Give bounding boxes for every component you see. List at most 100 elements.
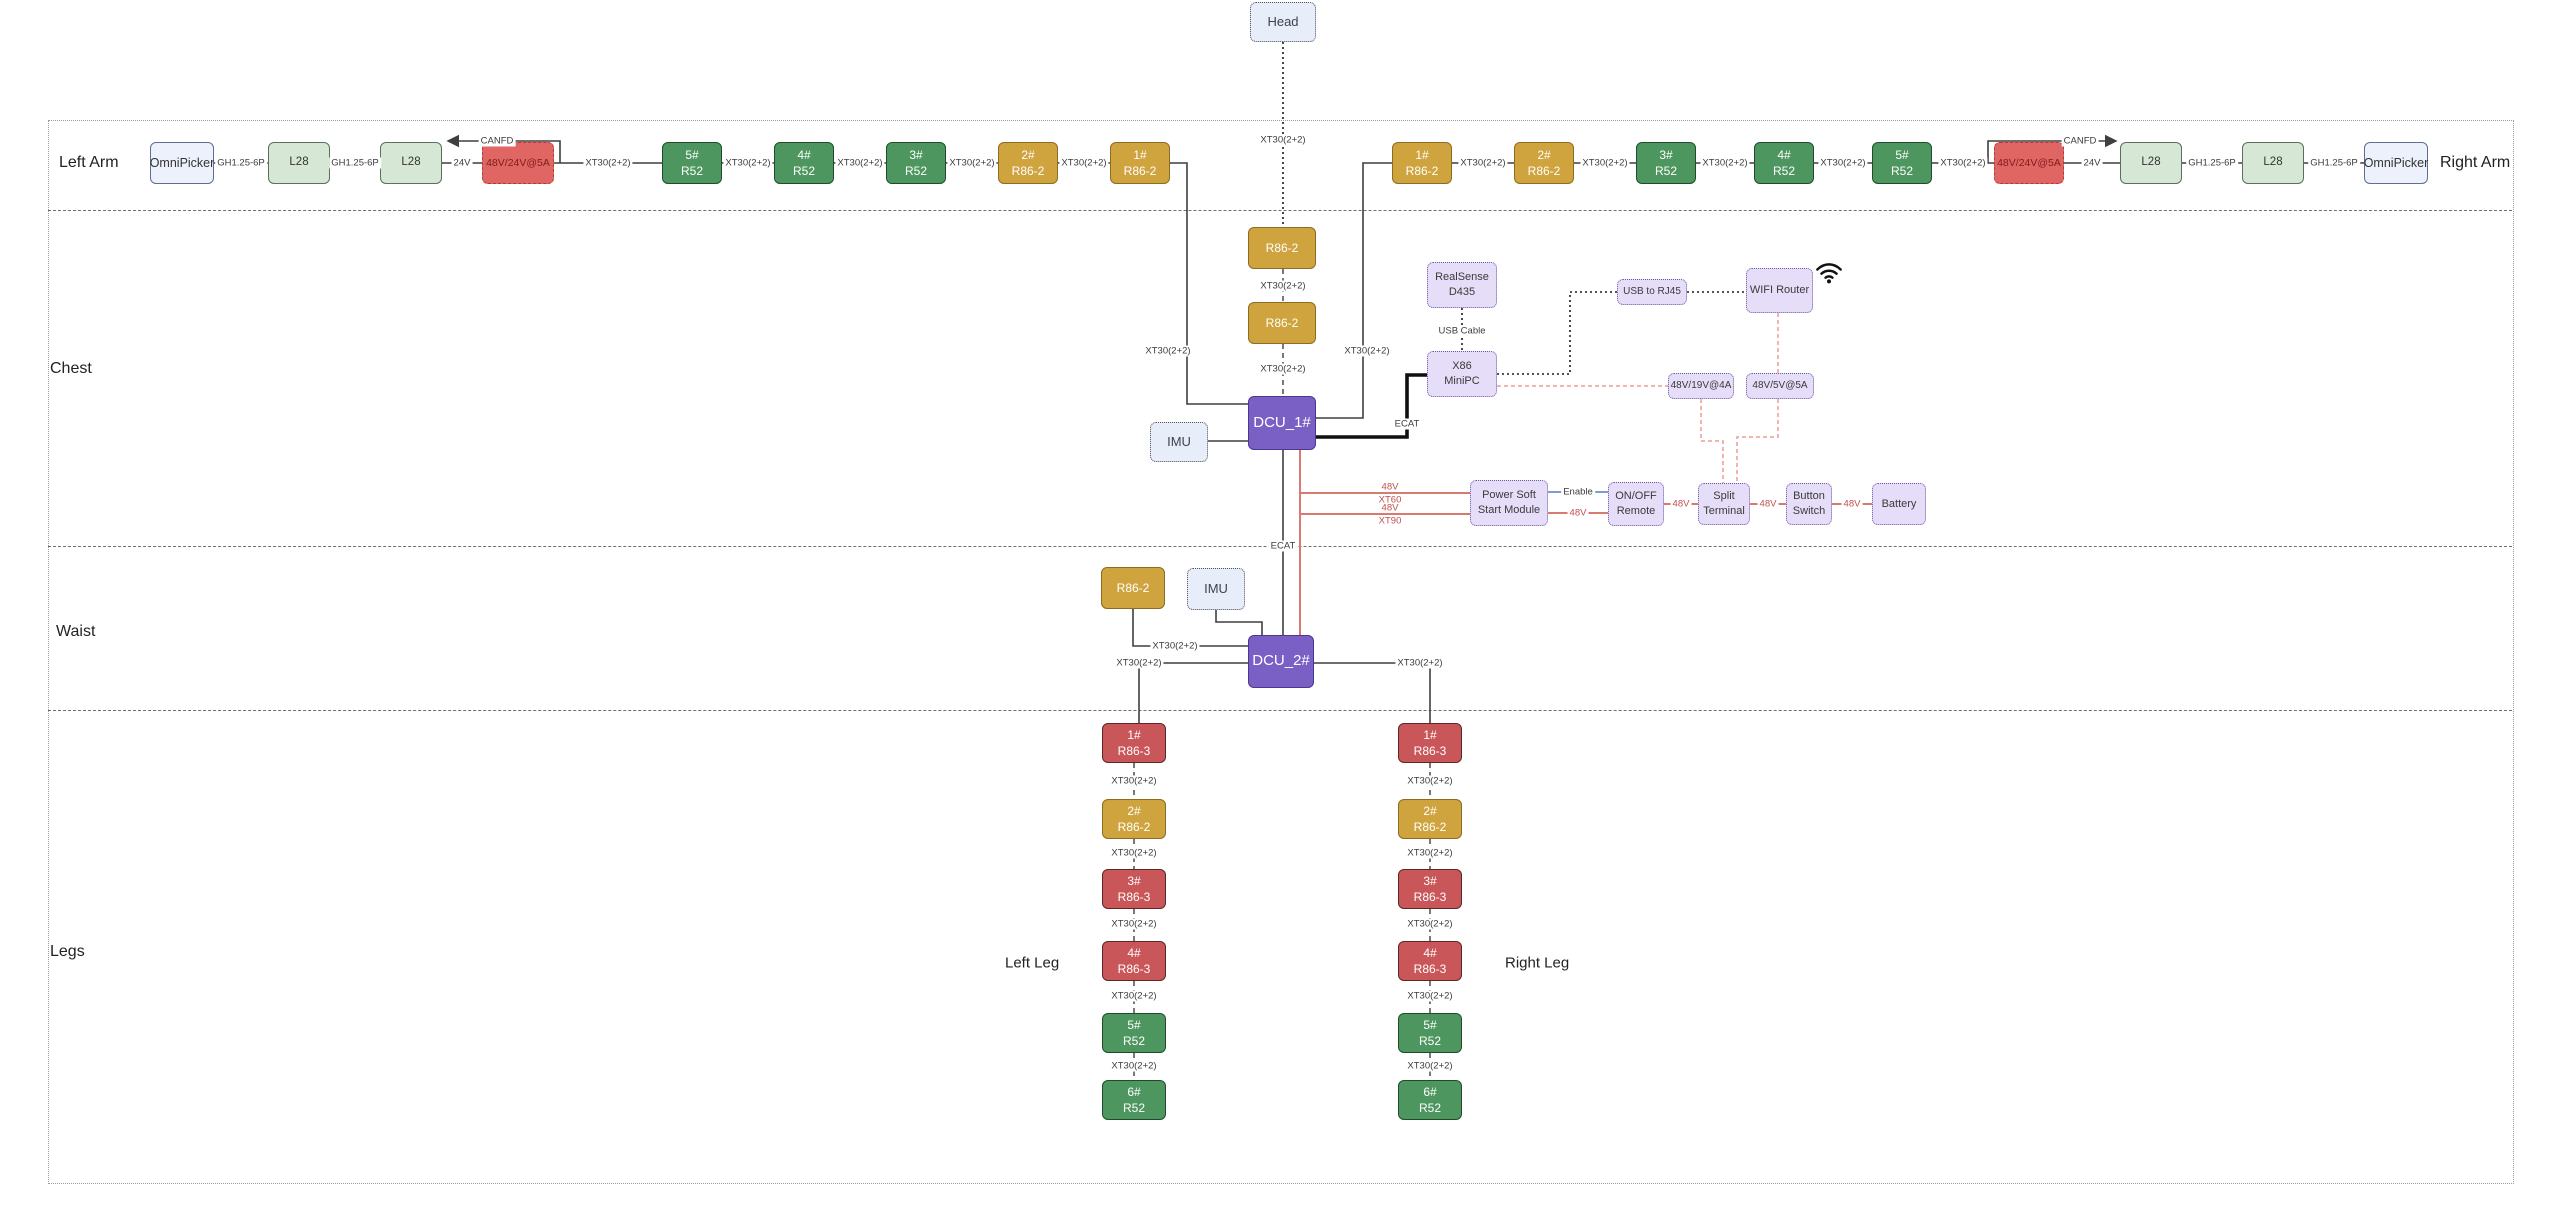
node-chest-motor-b: R86-2 (1248, 302, 1316, 344)
node-left-leg-motor-3-label: 3# (1127, 873, 1141, 888)
connector-ecat-24 (1316, 373, 1427, 439)
wire-label-enable: Enable (1561, 486, 1595, 498)
node-left-arm-motor-2: 2# R86-2 (998, 142, 1058, 184)
power-label-2: 48V (1381, 502, 1399, 514)
node-right-arm-motor-4: 4# R52 (1754, 142, 1814, 184)
node-right-leg-motor-6: 6# R52 (1398, 1080, 1462, 1120)
wire-label-xt30-2-2-: XT30(2+2) (1818, 157, 1868, 169)
node-x86-minipc-label: MiniPC (1444, 375, 1480, 387)
wire-label-xt30-2-2-: XT30(2+2) (1405, 775, 1455, 787)
label-right-leg: Right Leg (1505, 954, 1570, 972)
node-split-terminal-label: Terminal (1703, 505, 1745, 517)
wire-label-canfd: CANFD (2061, 135, 2099, 147)
wire-label-xt30-2-2-: XT30(2+2) (1938, 157, 1988, 169)
section-label-waist: Waist (56, 623, 96, 640)
wire-label-xt30-2-2-: XT30(2+2) (1150, 640, 1200, 652)
node-left-l28-1-label: L28 (289, 156, 309, 169)
node-chest-motor-b-label: R86-2 (1265, 315, 1299, 330)
label-left-leg: Left Leg (1005, 954, 1060, 972)
node-left-arm-motor-3-label: R52 (904, 164, 927, 178)
wire-label-xt30-2-2-: XT30(2+2) (1405, 847, 1455, 859)
node-waist-motor: R86-2 (1101, 567, 1165, 609)
connector-xt30-2-2--44 (1314, 662, 1431, 723)
node-wifi-router-label: WIFI Router (1749, 284, 1810, 297)
section-label-left-arm: Left Arm (59, 154, 119, 171)
node-right-arm-motor-5-label: R52 (1890, 164, 1913, 178)
node-left-leg-motor-2: 2# R86-2 (1102, 799, 1166, 839)
node-right-leg-motor-4: 4# R86-3 (1398, 941, 1462, 981)
node-left-arm-motor-5: 5# R52 (662, 142, 722, 184)
node-right-leg-motor-5-label: 5# (1423, 1017, 1437, 1032)
node-chest-motor-a: R86-2 (1248, 227, 1316, 269)
arms-chest-divider (48, 210, 2512, 211)
node-left-arm-motor-1-label: R86-2 (1123, 164, 1157, 178)
node-split-terminal-label: Split (1713, 490, 1735, 503)
wire-label-xt30-2-2-: XT30(2+2) (947, 157, 997, 169)
wire-label-24v: 24V (451, 157, 473, 169)
node-left-leg-motor-5: 5# R52 (1102, 1013, 1166, 1053)
node-onoff-remote-label: ON/OFF (1615, 490, 1657, 503)
wire-label-48v: 48V (1670, 498, 1692, 510)
node-chest-motor-a-label: R86-2 (1265, 240, 1299, 255)
connector-dot-26 (1497, 291, 1617, 375)
node-split-terminal: Split Terminal (1698, 483, 1750, 525)
section-label-legs: Legs (50, 943, 85, 960)
node-right-arm-motor-3-label: R52 (1654, 164, 1677, 178)
connector-wire-42 (1215, 610, 1263, 635)
node-left-arm-motor-1: 1# R86-2 (1110, 142, 1170, 184)
wire-label-usb-cable: USB Cable (1436, 325, 1488, 337)
node-right-leg-motor-6-label: 6# (1423, 1084, 1437, 1099)
wire-label-xt30-2-2-: XT30(2+2) (1143, 345, 1193, 357)
wire-label-xt30-2-2-: XT30(2+2) (1258, 134, 1308, 146)
node-left-leg-motor-3: 3# R86-3 (1102, 869, 1166, 909)
node-right-arm-motor-1-label: 1# (1415, 147, 1429, 162)
node-left-leg-motor-6: 6# R52 (1102, 1080, 1166, 1120)
node-left-leg-motor-5-label: R52 (1122, 1034, 1145, 1048)
node-right-arm-motor-2-label: R86-2 (1527, 164, 1561, 178)
node-right-leg-motor-3: 3# R86-3 (1398, 869, 1462, 909)
diagram-outer-frame (48, 120, 2514, 1184)
wire-label-48v: 48V (1841, 498, 1863, 510)
node-realsense: RealSense D435 (1427, 262, 1497, 308)
node-right-arm-motor-2-label: 2# (1537, 147, 1551, 162)
node-right-omnipicker-label: OmniPicker (2363, 155, 2429, 170)
wire-label-gh1-25-6p: GH1.25-6P (2308, 157, 2360, 169)
wire-label-xt30-2-2-: XT30(2+2) (1258, 363, 1308, 375)
power-label-3: XT90 (1378, 515, 1402, 527)
wire-label-xt30-2-2-: XT30(2+2) (583, 157, 633, 169)
node-chest-imu-label: IMU (1167, 434, 1191, 450)
node-dcu-1: DCU_1# (1248, 396, 1316, 450)
node-left-arm-motor-4-label: R52 (792, 164, 815, 178)
node-dcu-2: DCU_2# (1248, 635, 1314, 688)
wire-label-xt30-2-2-: XT30(2+2) (1700, 157, 1750, 169)
node-conv-5v: 48V/5V@5A (1746, 373, 1814, 399)
node-right-leg-motor-1-label: 1# (1423, 727, 1437, 742)
node-left-l28-1: L28 (268, 142, 330, 184)
node-left-l28-2: L28 (380, 142, 442, 184)
node-right-arm-motor-2: 2# R86-2 (1514, 142, 1574, 184)
node-battery-label: Battery (1881, 497, 1917, 510)
connector-xt30-2-2--41 (1132, 609, 1248, 647)
node-left-psu: 48V/24V@5A (482, 142, 554, 184)
power-label-0: 48V (1381, 481, 1399, 493)
node-onoff-remote-label: Remote (1616, 505, 1656, 517)
node-right-l28-1-label: L28 (2141, 156, 2161, 169)
node-right-leg-motor-1-label: R86-3 (1413, 744, 1447, 758)
node-left-omnipicker: OmniPicker (150, 142, 214, 184)
node-left-leg-motor-1-label: 1# (1127, 727, 1141, 742)
wire-label-xt30-2-2-: XT30(2+2) (1405, 918, 1455, 930)
node-dcu-1-label: DCU_1# (1253, 413, 1311, 431)
node-right-leg-motor-2: 2# R86-2 (1398, 799, 1462, 839)
wifi-icon (1816, 263, 1842, 284)
wire-label-xt30-2-2-: XT30(2+2) (1405, 1060, 1455, 1072)
node-right-arm-motor-5: 5# R52 (1872, 142, 1932, 184)
node-right-l28-1: L28 (2120, 142, 2182, 184)
node-left-arm-motor-4: 4# R52 (774, 142, 834, 184)
node-realsense-label: RealSense (1435, 271, 1489, 284)
node-right-leg-motor-4-label: 4# (1423, 945, 1437, 960)
node-right-arm-motor-3: 3# R52 (1636, 142, 1696, 184)
node-left-leg-motor-4-label: R86-3 (1117, 962, 1151, 976)
node-right-leg-motor-4-label: R86-3 (1413, 962, 1447, 976)
node-left-psu-label: 48V/24V@5A (486, 156, 550, 169)
node-onoff-remote: ON/OFF Remote (1608, 482, 1664, 526)
